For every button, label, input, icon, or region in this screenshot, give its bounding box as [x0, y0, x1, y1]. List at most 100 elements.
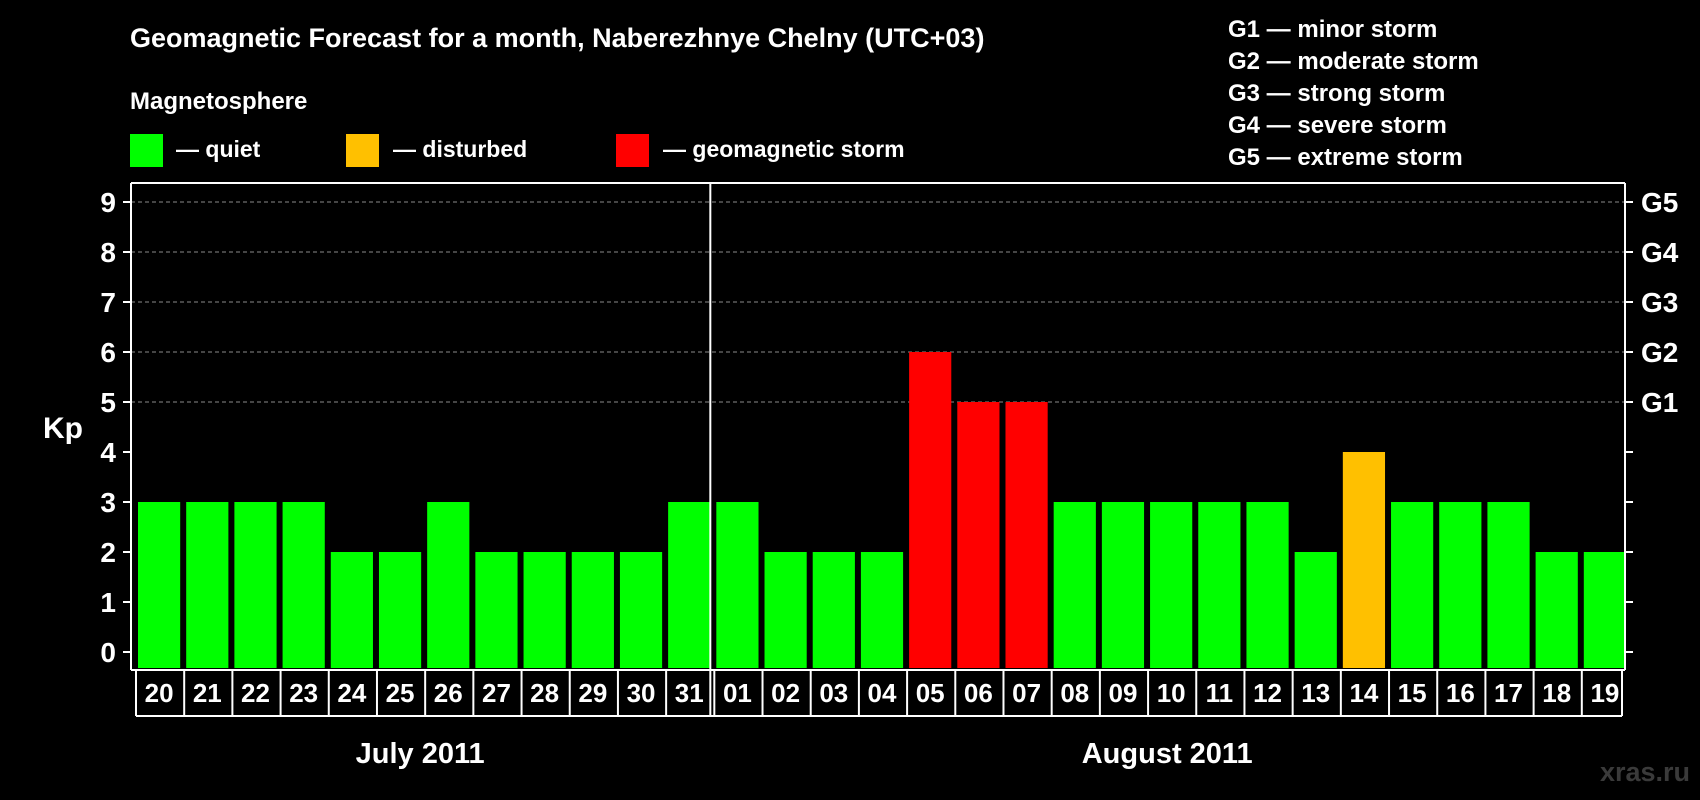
month-label-1: August 2011: [1082, 738, 1253, 770]
grid-lines: [131, 201, 1625, 403]
day-label-11: 11: [1206, 678, 1234, 708]
day-label-04: 04: [868, 678, 897, 708]
bar-05: [909, 352, 952, 668]
day-label-24: 24: [337, 678, 366, 708]
y-tick-label-0: 0: [100, 637, 116, 668]
day-label-08: 08: [1060, 678, 1089, 708]
y-tick-label-1: 1: [100, 587, 116, 618]
bar-07: [1005, 402, 1048, 668]
bar-13: [1294, 552, 1337, 668]
bar-25: [378, 552, 422, 668]
day-label-09: 09: [1109, 678, 1138, 708]
day-label-26: 26: [434, 678, 463, 708]
bar-24: [330, 552, 373, 668]
right-label-G5: G5: [1641, 187, 1678, 218]
day-label-07: 07: [1012, 678, 1041, 708]
day-label-02: 02: [771, 678, 800, 708]
legend-label-disturbed: — disturbed: [393, 136, 527, 162]
bar-29: [571, 552, 614, 668]
right-label-G4: G4: [1641, 237, 1679, 268]
bar-31: [668, 502, 711, 668]
day-label-27: 27: [482, 678, 511, 708]
chart-header: Geomagnetic Forecast for a month, Nabere…: [130, 16, 1479, 171]
day-label-16: 16: [1446, 678, 1475, 708]
day-label-17: 17: [1494, 678, 1523, 708]
day-label-01: 01: [723, 678, 752, 708]
month-labels: July 2011 August 2011: [356, 738, 1253, 770]
right-label-G1: G1: [1641, 387, 1678, 418]
day-label-14: 14: [1349, 678, 1378, 708]
bar-02: [764, 552, 807, 668]
day-label-30: 30: [627, 678, 656, 708]
day-label-22: 22: [241, 678, 270, 708]
y-tick-label-6: 6: [100, 337, 116, 368]
bar-09: [1101, 502, 1145, 668]
day-label-15: 15: [1398, 678, 1427, 708]
bar-10: [1150, 502, 1193, 668]
day-label-12: 12: [1253, 678, 1282, 708]
bar-03: [812, 552, 855, 668]
storm-scale-g1: G1 — minor storm: [1228, 16, 1437, 43]
bar-18: [1535, 552, 1578, 668]
bar-20: [138, 502, 181, 668]
y-tick-label-3: 3: [100, 487, 116, 518]
y-tick-label-8: 8: [100, 237, 116, 268]
day-label-29: 29: [578, 678, 607, 708]
bar-14: [1342, 452, 1386, 668]
day-label-19: 19: [1590, 678, 1619, 708]
right-label-G2: G2: [1641, 337, 1678, 368]
day-label-18: 18: [1542, 678, 1571, 708]
legend-heading: Magnetosphere: [130, 88, 307, 115]
day-label-05: 05: [916, 678, 945, 708]
day-label-25: 25: [386, 678, 415, 708]
bar-21: [186, 502, 229, 668]
legend-swatch-disturbed: [346, 134, 379, 167]
bar-12: [1246, 502, 1289, 668]
storm-scale-g3: G3 — strong storm: [1228, 80, 1445, 107]
bar-26: [427, 502, 470, 668]
bars: [138, 352, 1626, 668]
bar-06: [957, 402, 1000, 668]
day-label-03: 03: [819, 678, 848, 708]
bar-01: [716, 502, 759, 668]
legend-label-storm: — geomagnetic storm: [663, 136, 905, 162]
bar-08: [1053, 502, 1096, 668]
day-label-31: 31: [675, 678, 704, 708]
bar-11: [1198, 502, 1241, 668]
legend-swatch-storm: [616, 134, 649, 167]
day-label-20: 20: [145, 678, 174, 708]
bar-23: [282, 502, 325, 668]
y-tick-label-2: 2: [100, 537, 116, 568]
bar-28: [523, 552, 566, 668]
bar-19: [1583, 552, 1626, 668]
tick-labels: 0 1 2 3 4 5 6 7 8 9 G1 G2 G3 G4 G5: [100, 187, 1678, 668]
bar-17: [1487, 502, 1530, 668]
bar-30: [619, 552, 663, 668]
storm-scale-g2: G2 — moderate storm: [1228, 48, 1479, 75]
chart-title: Geomagnetic Forecast for a month, Nabere…: [130, 23, 984, 53]
watermark: xras.ru: [1600, 757, 1690, 787]
storm-scale-g4: G4 — severe storm: [1228, 112, 1447, 139]
storm-scale-g5: G5 — extreme storm: [1228, 144, 1463, 171]
bar-27: [475, 552, 518, 668]
y-tick-label-5: 5: [100, 387, 116, 418]
bar-22: [234, 502, 277, 668]
month-label-0: July 2011: [356, 738, 485, 770]
right-label-G3: G3: [1641, 287, 1678, 318]
day-label-23: 23: [289, 678, 318, 708]
day-label-21: 21: [193, 678, 222, 708]
axes: [123, 182, 1633, 717]
legend-label-quiet: — quiet: [176, 136, 261, 162]
bar-16: [1439, 502, 1482, 668]
y-axis-label: Kp: [43, 412, 83, 445]
y-tick-label-4: 4: [100, 437, 116, 468]
legend-swatch-quiet: [130, 134, 163, 167]
bar-15: [1391, 502, 1434, 668]
day-labels: 20 21 22 23 24 25 26 27 28 29 30 31 01 02 03 04 05 06 07 08…: [135, 670, 1623, 717]
day-label-10: 10: [1157, 678, 1186, 708]
y-tick-label-9: 9: [100, 187, 116, 218]
day-label-06: 06: [964, 678, 993, 708]
bar-04: [860, 552, 904, 668]
day-label-28: 28: [530, 678, 559, 708]
